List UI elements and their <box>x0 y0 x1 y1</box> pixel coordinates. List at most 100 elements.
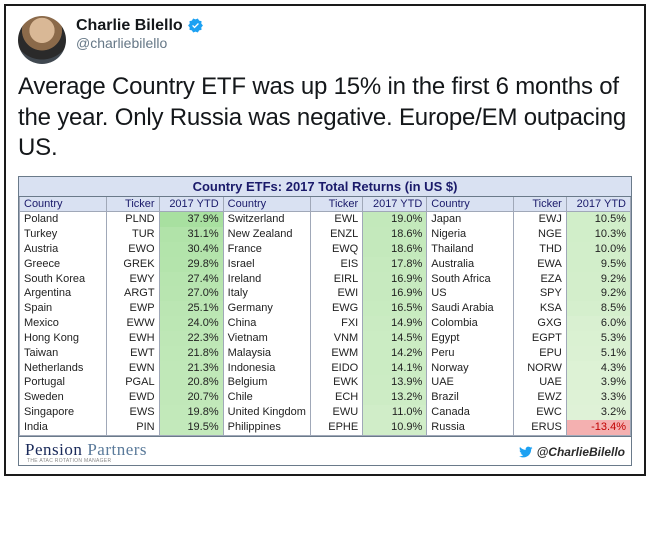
cell-ticker: UAE <box>514 375 567 390</box>
cell-country: Indonesia <box>223 361 310 376</box>
author-display-name[interactable]: Charlie Bilello <box>76 16 183 35</box>
table-row: SingaporeEWS19.8%United KingdomEWU11.0%C… <box>20 405 631 420</box>
cell-ytd: 30.4% <box>159 242 223 257</box>
cell-ytd: 14.5% <box>363 331 427 346</box>
cell-ticker: EWL <box>310 212 363 227</box>
cell-ytd: 19.5% <box>159 420 223 435</box>
cell-country: Norway <box>427 361 514 376</box>
cell-ticker: EWT <box>106 346 159 361</box>
cell-ticker: EWM <box>310 346 363 361</box>
author-name-block: Charlie Bilello @charliebilello <box>76 16 204 52</box>
cell-ticker: NGE <box>514 227 567 242</box>
cell-ytd: 4.3% <box>566 361 630 376</box>
cell-ticker: GXG <box>514 316 567 331</box>
cell-ytd: 16.9% <box>363 286 427 301</box>
cell-ticker: TUR <box>106 227 159 242</box>
cell-ytd: 9.5% <box>566 257 630 272</box>
cell-country: Taiwan <box>20 346 107 361</box>
column-header: Country <box>20 197 107 212</box>
cell-ticker: EWH <box>106 331 159 346</box>
cell-ticker: KSA <box>514 301 567 316</box>
etf-table: CountryTicker2017 YTDCountryTicker2017 Y… <box>19 197 631 436</box>
cell-ytd: 18.6% <box>363 227 427 242</box>
cell-ytd: 3.9% <box>566 375 630 390</box>
tweet-header: Charlie Bilello @charliebilello <box>18 16 632 64</box>
cell-country: Turkey <box>20 227 107 242</box>
table-row: GreeceGREK29.8%IsraelEIS17.8%AustraliaEW… <box>20 257 631 272</box>
column-header: Ticker <box>106 197 159 212</box>
cell-ticker: EWC <box>514 405 567 420</box>
footer-twitter-handle[interactable]: @CharlieBilello <box>518 445 625 459</box>
table-row: PolandPLND37.9%SwitzerlandEWL19.0%JapanE… <box>20 212 631 227</box>
cell-country: Saudi Arabia <box>427 301 514 316</box>
cell-country: Nigeria <box>427 227 514 242</box>
cell-ticker: ENZL <box>310 227 363 242</box>
cell-ticker: EZA <box>514 272 567 287</box>
table-row: PortugalPGAL20.8%BelgiumEWK13.9%UAEUAE3.… <box>20 375 631 390</box>
table-row: MexicoEWW24.0%ChinaFXI14.9%ColombiaGXG6.… <box>20 316 631 331</box>
author-avatar[interactable] <box>18 16 66 64</box>
cell-country: Greece <box>20 257 107 272</box>
cell-ticker: EWD <box>106 390 159 405</box>
cell-ytd: 27.0% <box>159 286 223 301</box>
cell-ytd: 16.9% <box>363 272 427 287</box>
cell-ytd: 6.0% <box>566 316 630 331</box>
cell-ytd: 3.3% <box>566 390 630 405</box>
cell-ticker: EWP <box>106 301 159 316</box>
cell-ticker: VNM <box>310 331 363 346</box>
column-header: 2017 YTD <box>159 197 223 212</box>
cell-ticker: EWO <box>106 242 159 257</box>
cell-ticker: GREK <box>106 257 159 272</box>
cell-ticker: EWW <box>106 316 159 331</box>
cell-ytd: 27.4% <box>159 272 223 287</box>
cell-country: Russia <box>427 420 514 435</box>
cell-ticker: EWK <box>310 375 363 390</box>
cell-ticker: EWZ <box>514 390 567 405</box>
cell-country: Israel <box>223 257 310 272</box>
cell-ytd: 9.2% <box>566 272 630 287</box>
cell-country: Brazil <box>427 390 514 405</box>
cell-ticker: EWQ <box>310 242 363 257</box>
tweet-body-text: Average Country ETF was up 15% in the fi… <box>18 72 632 164</box>
cell-ticker: EWN <box>106 361 159 376</box>
cell-country: Peru <box>427 346 514 361</box>
cell-country: Netherlands <box>20 361 107 376</box>
pension-partners-logo: Pension Partners THE ATAC ROTATION MANAG… <box>25 440 147 464</box>
cell-ytd: 21.8% <box>159 346 223 361</box>
cell-country: Vietnam <box>223 331 310 346</box>
cell-country: Switzerland <box>223 212 310 227</box>
cell-country: Hong Kong <box>20 331 107 346</box>
table-row: SpainEWP25.1%GermanyEWG16.5%Saudi Arabia… <box>20 301 631 316</box>
footer-brand-word-a: Pension <box>25 440 82 460</box>
author-handle[interactable]: @charliebilello <box>76 35 204 52</box>
cell-ticker: EPU <box>514 346 567 361</box>
tweet-card: Charlie Bilello @charliebilello Average … <box>4 4 646 476</box>
column-header: Ticker <box>310 197 363 212</box>
cell-country: Poland <box>20 212 107 227</box>
cell-ticker: EWJ <box>514 212 567 227</box>
cell-ticker: EPHE <box>310 420 363 435</box>
cell-ticker: EWA <box>514 257 567 272</box>
cell-country: New Zealand <box>223 227 310 242</box>
column-header: Country <box>223 197 310 212</box>
cell-country: Argentina <box>20 286 107 301</box>
column-header: 2017 YTD <box>566 197 630 212</box>
cell-country: UAE <box>427 375 514 390</box>
cell-ytd: -13.4% <box>566 420 630 435</box>
cell-ticker: FXI <box>310 316 363 331</box>
cell-ytd: 10.0% <box>566 242 630 257</box>
cell-country: Sweden <box>20 390 107 405</box>
cell-ticker: ERUS <box>514 420 567 435</box>
column-header: Country <box>427 197 514 212</box>
cell-country: Belgium <box>223 375 310 390</box>
cell-country: Colombia <box>427 316 514 331</box>
table-row: ArgentinaARGT27.0%ItalyEWI16.9%USSPY9.2% <box>20 286 631 301</box>
cell-ytd: 9.2% <box>566 286 630 301</box>
cell-ticker: PIN <box>106 420 159 435</box>
table-row: TurkeyTUR31.1%New ZealandENZL18.6%Nigeri… <box>20 227 631 242</box>
twitter-bird-icon <box>518 445 534 459</box>
cell-ytd: 11.0% <box>363 405 427 420</box>
cell-ticker: EWY <box>106 272 159 287</box>
cell-country: Malaysia <box>223 346 310 361</box>
cell-country: Ireland <box>223 272 310 287</box>
